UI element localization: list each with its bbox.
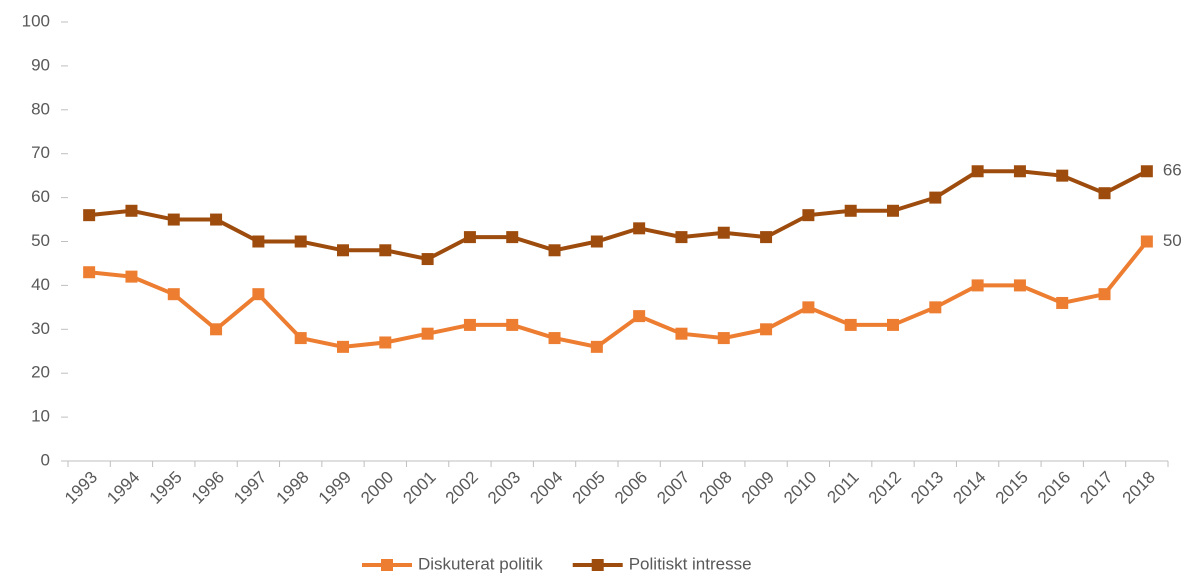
marker [590,235,603,248]
x-tick-label: 2010 [780,468,820,508]
marker [633,222,646,235]
marker [379,244,392,257]
x-tick-label: 2011 [823,468,862,507]
x-tick-label: 2018 [1119,468,1159,508]
marker [675,327,688,340]
marker [548,244,561,257]
y-tick-label: 80 [31,99,50,118]
marker [1056,296,1069,309]
marker [167,213,180,226]
x-tick-label: 1994 [103,468,143,508]
x-tick-label: 2008 [696,468,736,508]
marker [83,209,96,222]
marker [421,253,434,266]
marker [1013,279,1026,292]
end-label: 50 [1163,231,1182,250]
x-tick-label: 2005 [569,468,609,508]
y-tick-label: 10 [31,407,50,426]
series-line [88,240,1149,349]
marker [548,332,561,345]
x-tick-label: 2016 [1034,468,1074,508]
marker [294,235,307,248]
x-tick-label: 1993 [61,468,101,508]
x-tick-label: 2000 [357,468,397,508]
marker [421,327,434,340]
marker [1140,165,1153,178]
marker [633,310,646,323]
x-tick-label: 2009 [738,468,778,508]
marker [337,340,349,353]
y-tick-label: 100 [22,11,50,30]
marker [252,288,265,301]
marker [125,204,138,217]
marker [844,318,857,331]
marker [971,279,984,292]
series-line [88,169,1148,262]
legend-label: Politiskt intresse [629,554,752,573]
marker [1098,187,1111,200]
marker [1056,169,1069,182]
y-tick-label: 70 [31,143,50,162]
y-tick-label: 20 [31,363,50,382]
x-tick-label: 2014 [949,468,989,508]
marker [929,301,942,314]
marker [210,323,223,336]
y-tick-label: 40 [31,275,50,294]
marker [887,204,899,217]
marker [210,213,223,226]
marker [167,288,180,301]
marker [971,165,984,178]
marker [337,244,349,257]
x-tick-label: 2006 [611,468,651,508]
y-tick-label: 30 [31,319,50,338]
marker [125,270,138,283]
x-tick-label: 2001 [399,468,439,508]
x-tick-label: 2002 [442,468,482,508]
marker [1013,165,1026,178]
marker [463,318,476,331]
x-tick-label: 1999 [315,468,355,508]
marker [1140,235,1153,248]
y-tick-label: 90 [31,55,50,74]
legend-marker [591,559,604,571]
x-tick-label: 2004 [526,468,566,508]
x-tick-label: 1997 [230,468,270,508]
marker [717,226,730,239]
marker [802,209,815,222]
marker [252,235,265,248]
x-tick-label: 2012 [865,468,905,508]
marker [760,231,773,244]
marker [802,301,815,314]
legend-marker [381,559,393,571]
y-tick-label: 60 [31,187,50,206]
marker [1098,288,1111,301]
x-tick-label: 2015 [992,468,1032,508]
x-tick-label: 2017 [1076,468,1116,508]
end-label: 66 [1163,161,1182,180]
x-tick-label: 1995 [146,468,186,508]
x-tick-label: 1998 [273,468,313,508]
marker [844,204,857,217]
x-tick-label: 1996 [188,468,228,508]
x-tick-label: 2013 [907,468,947,508]
marker [83,266,96,279]
legend-label: Diskuterat politik [418,554,543,573]
marker [887,318,899,331]
y-tick-label: 0 [41,450,50,469]
marker [675,231,688,244]
marker [294,332,307,345]
marker [506,318,519,331]
marker [760,323,773,336]
y-tick-label: 50 [31,231,50,250]
marker [506,231,519,244]
marker [929,191,942,204]
marker [590,340,603,353]
marker [717,332,730,345]
marker [379,336,392,349]
marker [463,231,476,244]
x-tick-label: 2003 [484,468,524,508]
x-tick-label: 2007 [653,468,693,508]
